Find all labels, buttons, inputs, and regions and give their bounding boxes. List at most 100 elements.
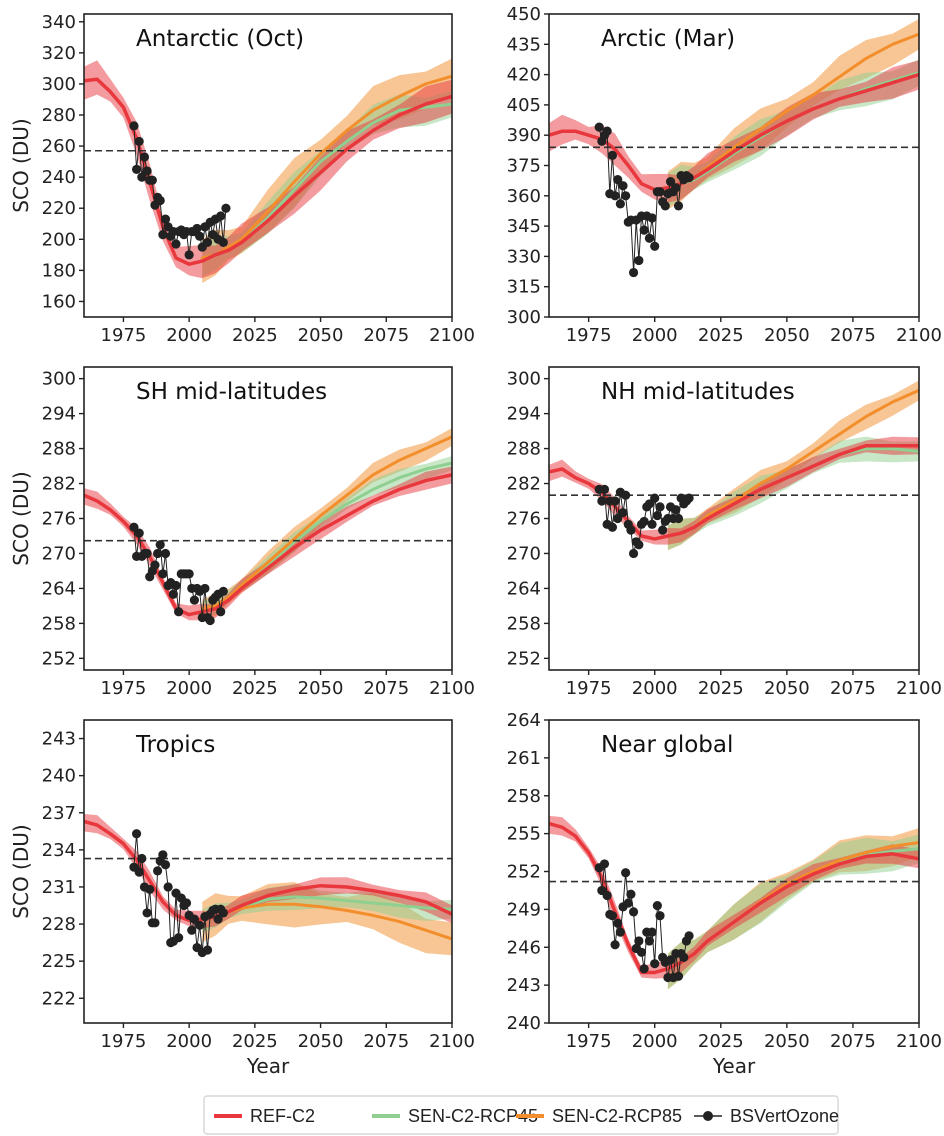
x-tick-label: 2025 [698,325,744,346]
obs-point [652,900,662,911]
obs-point [621,191,631,201]
x-tick-label: 2050 [298,1031,344,1052]
y-tick-label: 315 [507,277,541,298]
obs-point [145,884,155,895]
y-tick-label: 282 [42,474,76,495]
panel-5: 222 225 228 231 234 237 240 243 1975 2000 2025 2050… [9,719,475,1078]
obs-point [655,911,665,921]
y-tick-label: 240 [42,167,76,188]
y-tick-label: 252 [507,862,541,883]
obs-point [655,187,665,197]
y-tick-label: 300 [42,369,76,390]
obs-point [192,223,202,234]
y-tick-label: 345 [507,216,541,237]
y-tick-label: 237 [42,803,76,824]
obs-point [150,918,160,928]
obs-point [636,947,647,957]
obs-point [684,931,694,941]
x-tick-label: 2025 [232,1031,278,1052]
obs-point [671,183,681,193]
obs-point [650,959,660,969]
obs-point [610,191,620,201]
obs-point [594,122,604,132]
x-tick-label: 2025 [232,325,278,346]
obs-point [184,569,194,579]
obs-point [147,175,157,185]
y-tick-label: 252 [42,648,76,669]
y-tick-label: 260 [42,136,76,157]
obs-point [618,508,628,518]
obs-point [129,121,139,131]
obs-point [129,522,139,532]
obs-point [171,580,181,591]
y-tick-label: 246 [507,937,541,958]
y-tick-label: 276 [42,509,76,530]
y-tick-label: 255 [507,824,541,845]
obs-point [647,927,657,937]
obs-point [137,172,147,182]
obs-point [626,889,636,899]
y-tick-label: 258 [42,613,76,634]
y-tick-label: 231 [42,877,76,898]
y-axis-label: SCO (DU) [9,824,33,918]
panel-title: NH mid-latitudes [601,379,795,405]
x-tick-label: 1975 [566,325,612,346]
obs-point [644,499,655,509]
obs-point [639,516,649,527]
legend-item: BSVertOzone [694,1106,839,1126]
obs-point [218,908,228,918]
obs-point [174,607,184,617]
y-tick-label: 300 [42,74,76,95]
legend-item: SEN-C2-RCP45 [372,1106,538,1126]
obs-point [174,933,184,943]
obs-point [673,971,684,981]
x-tick-label: 2000 [166,325,212,346]
obs-point [155,540,165,550]
rcp45-band [667,834,919,990]
obs-point [660,201,670,211]
obs-point [131,164,142,174]
y-tick-label: 450 [507,4,541,25]
x-tick-label: 1975 [101,325,147,346]
obs-point [613,513,623,524]
obs-point [158,850,168,860]
x-axis-label: Year [712,1054,756,1078]
panel-title: Near global [601,732,733,758]
obs-point [200,583,210,594]
obs-point [647,519,657,529]
obs-point [155,195,165,206]
obs-point [181,898,192,908]
panel-title: Antarctic (Oct) [136,26,304,52]
obs-point [607,911,618,921]
ref-line [549,72,919,192]
x-tick-label: 2100 [896,1031,942,1052]
obs-point [163,882,173,892]
panel-1: 160 180 200 220 240 260 280 300 320 340 1975 2000 20… [9,12,475,346]
y-axis-label: SCO (DU) [9,118,33,212]
obs-point [184,250,194,260]
ref-line [549,443,919,541]
obs-point [202,237,213,248]
x-tick-label: 2100 [429,325,475,346]
obs-point [618,181,628,191]
obs-point [189,595,199,605]
y-tick-label: 320 [42,43,76,64]
ref-line [549,821,919,975]
obs-point [202,945,213,955]
obs-point [158,569,168,579]
y-tick-label: 222 [42,988,76,1009]
y-tick-label: 243 [507,975,541,996]
y-tick-label: 258 [507,613,541,634]
obs-point [671,505,681,515]
obs-point [153,548,163,559]
legend-item: SEN-C2-RCP85 [516,1106,682,1126]
x-tick-label: 2000 [632,325,678,346]
obs-point [623,898,633,908]
y-tick-label: 258 [507,786,541,807]
obs-point [160,548,171,559]
y-tick-label: 160 [42,291,76,312]
y-tick-label: 390 [507,125,541,146]
x-tick-label: 2075 [363,325,409,346]
obs-point [142,548,152,559]
axes-frame [83,366,453,671]
